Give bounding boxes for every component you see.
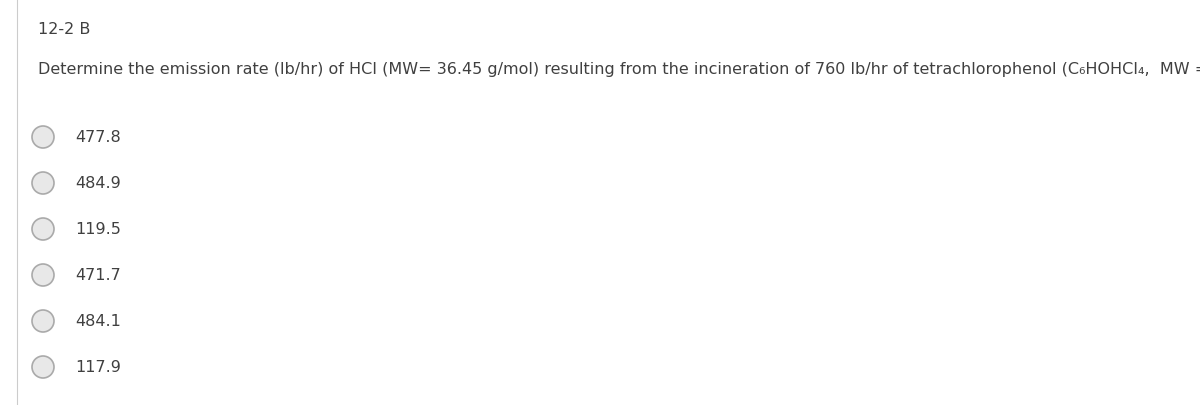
Circle shape <box>32 127 54 149</box>
Text: 484.9: 484.9 <box>74 175 121 190</box>
Text: 484.1: 484.1 <box>74 313 121 328</box>
Circle shape <box>32 310 54 332</box>
Text: 477.8: 477.8 <box>74 130 121 145</box>
Circle shape <box>32 218 54 241</box>
Text: 12-2 B: 12-2 B <box>38 22 90 37</box>
Text: 471.7: 471.7 <box>74 267 121 282</box>
Text: 119.5: 119.5 <box>74 222 121 237</box>
Text: Determine the emission rate (lb/hr) of HCI (MW= 36.45 g/mol) resulting from the : Determine the emission rate (lb/hr) of H… <box>38 62 1200 77</box>
Circle shape <box>32 173 54 194</box>
Circle shape <box>32 264 54 286</box>
Circle shape <box>32 356 54 378</box>
Text: 117.9: 117.9 <box>74 359 121 374</box>
